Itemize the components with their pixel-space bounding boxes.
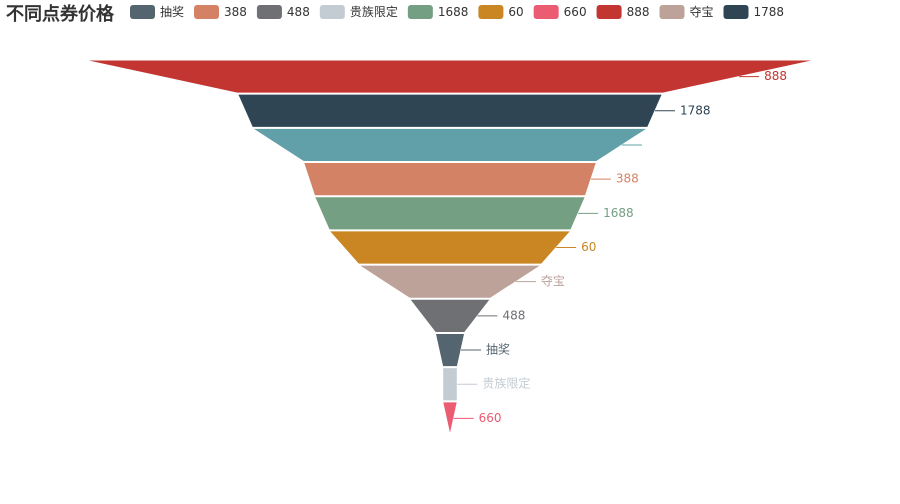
funnel-segment xyxy=(408,298,492,333)
funnel-segment xyxy=(442,367,458,402)
legend-swatch xyxy=(194,5,220,19)
legend-swatch xyxy=(533,5,559,19)
funnel-segment xyxy=(313,196,587,231)
funnel-segment xyxy=(328,230,572,265)
legend-label: 抽奖 xyxy=(160,5,184,19)
legend-label: 1788 xyxy=(754,5,785,19)
legend-swatch xyxy=(319,5,345,19)
segment-label: 60 xyxy=(581,240,596,254)
legend-label: 488 xyxy=(287,5,310,19)
segment-label: 1788 xyxy=(680,103,711,117)
segment-label: 488 xyxy=(502,308,525,322)
legend-swatch xyxy=(478,5,504,19)
funnel-segment xyxy=(356,264,544,299)
segment-label: 夺宝 xyxy=(541,274,565,288)
funnel-segment xyxy=(302,162,598,197)
chart-title: 不同点券价格 xyxy=(6,3,115,25)
legend-label: 1688 xyxy=(438,5,469,19)
segment-label: 抽奖 xyxy=(486,343,510,357)
legend-label: 660 xyxy=(564,5,587,19)
legend-label: 60 xyxy=(508,5,523,19)
legend-swatch xyxy=(256,5,282,19)
legend-label: 贵族限定 xyxy=(350,4,398,19)
segment-label: 1688 xyxy=(603,206,634,220)
funnel-segment xyxy=(236,93,664,128)
segment-label: 660 xyxy=(479,411,502,425)
funnel-segment xyxy=(434,332,466,368)
legend-swatch xyxy=(659,5,685,19)
funnel-segment xyxy=(83,59,817,94)
legend-label: 388 xyxy=(224,5,247,19)
segment-label: 888 xyxy=(764,69,787,83)
legend-label: 夺宝 xyxy=(689,5,713,19)
segment-label: 388 xyxy=(616,172,639,186)
legend-swatch xyxy=(723,5,749,19)
legend-swatch xyxy=(130,5,155,19)
legend-swatch xyxy=(407,5,433,19)
funnel-segment xyxy=(250,127,650,163)
segment-label: 贵族限定 xyxy=(482,376,530,391)
legend-swatch xyxy=(596,5,622,19)
legend-label: 888 xyxy=(627,5,650,19)
